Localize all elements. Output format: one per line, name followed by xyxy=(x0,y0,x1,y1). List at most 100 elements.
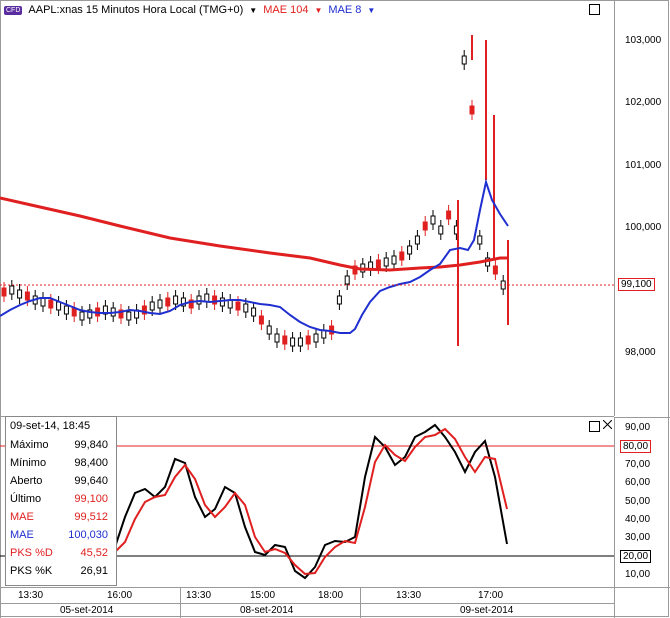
price-tick: 101,000 xyxy=(625,160,662,171)
legend-row-max: Máximo 99,840 xyxy=(10,436,112,454)
pks-d-line xyxy=(114,427,508,576)
cfd-badge: CFD xyxy=(4,5,23,15)
legend-label: PKS %K xyxy=(10,565,53,577)
candle-body xyxy=(352,265,358,275)
axis-corner xyxy=(614,587,670,618)
maximize-icon[interactable] xyxy=(589,4,600,15)
candle-body xyxy=(219,297,225,307)
candle-body xyxy=(243,303,249,313)
candle-body xyxy=(313,333,319,343)
candle-body xyxy=(24,291,30,301)
candle-body xyxy=(422,221,428,231)
osc-maximize-icon[interactable] xyxy=(589,421,600,432)
symbol-dropdown-icon[interactable]: ▼ xyxy=(249,5,258,15)
candle-body xyxy=(391,255,397,265)
legend-row-last: Último 99,100 xyxy=(10,490,112,508)
candle-body xyxy=(344,275,350,285)
candle-body xyxy=(235,301,241,311)
time-tick: 13:30 xyxy=(18,590,44,601)
candle-body xyxy=(461,55,467,65)
candle-body xyxy=(9,285,15,295)
candle-body xyxy=(227,299,233,309)
candle-body xyxy=(165,297,171,307)
candle-body xyxy=(383,257,389,267)
candle-body xyxy=(336,295,342,305)
candle-body xyxy=(430,215,436,225)
legend-value: 100,030 xyxy=(68,529,108,541)
legend-value: 98,400 xyxy=(74,457,108,469)
price-plot xyxy=(0,35,614,352)
mae104-dropdown-icon[interactable]: ▼ xyxy=(314,5,323,15)
mae8-dropdown-icon[interactable]: ▼ xyxy=(367,5,376,15)
time-axis[interactable]: 13:30 16:00 13:30 15:00 18:00 13:30 17:0… xyxy=(0,587,614,618)
legend-row-mae8: MAE 100,030 xyxy=(10,526,112,544)
candle-body xyxy=(438,225,444,235)
indicator-mae104[interactable]: MAE 104 xyxy=(263,4,309,16)
symbol-title[interactable]: AAPL:xnas 15 Minutos Hora Local (TMG+0) xyxy=(28,4,244,16)
candle-body xyxy=(375,259,381,269)
time-tick: 17:00 xyxy=(478,590,504,601)
candle-body xyxy=(63,305,69,315)
candle-body xyxy=(149,301,155,311)
legend-row-pks-k: PKS %K 26,91 xyxy=(10,562,112,580)
candle-body xyxy=(87,309,93,319)
candle-body xyxy=(290,337,296,347)
time-tick: 13:30 xyxy=(186,590,212,601)
candle-body xyxy=(157,299,163,309)
legend-label: Máximo xyxy=(10,439,49,451)
candle-body xyxy=(173,295,179,305)
candle-body xyxy=(446,210,452,220)
mae8-line xyxy=(0,178,509,334)
candle-body xyxy=(118,309,124,319)
candle-body xyxy=(477,235,483,245)
legend-label: MAE xyxy=(10,511,34,523)
legend-value: 99,100 xyxy=(74,493,108,505)
legend-date: 09-set-14, 18:45 xyxy=(10,420,91,432)
legend-row-open: Aberto 99,640 xyxy=(10,472,112,490)
legend-label: Último xyxy=(10,493,42,505)
candle-body xyxy=(48,299,54,309)
legend-value: 99,640 xyxy=(74,475,108,487)
osc-tick: 50,00 xyxy=(625,496,651,507)
chart-header: CFD AAPL:xnas 15 Minutos Hora Local (TMG… xyxy=(4,3,375,17)
legend-label: PKS %D xyxy=(10,547,53,559)
legend-label: Aberto xyxy=(10,475,43,487)
price-tick: 100,000 xyxy=(625,222,662,233)
osc-tick: 30,00 xyxy=(625,532,651,543)
price-panel[interactable]: CFD AAPL:xnas 15 Minutos Hora Local (TMG… xyxy=(0,0,614,417)
price-tick: 102,000 xyxy=(625,97,662,108)
legend-value: 45,52 xyxy=(80,547,108,559)
candle-body xyxy=(399,251,405,261)
osc-tick: 60,00 xyxy=(625,477,651,488)
candle-body xyxy=(469,105,475,115)
candle-body xyxy=(407,245,413,255)
mae104-line xyxy=(0,196,508,272)
candle-body xyxy=(266,325,272,335)
legend-row-min: Mínimo 98,400 xyxy=(10,454,112,472)
candle-body xyxy=(40,297,46,307)
indicator-mae8[interactable]: MAE 8 xyxy=(328,4,362,16)
candle-body xyxy=(126,311,132,321)
osc-tick-80: 80,00 xyxy=(620,440,652,453)
date-label: 09-set-2014 xyxy=(460,605,514,616)
legend-value: 99,512 xyxy=(74,511,108,523)
candle-body xyxy=(492,265,498,275)
osc-tick-20: 20,00 xyxy=(620,550,652,563)
price-axis[interactable]: 103,000 102,000 101,000 100,000 98,000 9… xyxy=(614,0,670,416)
date-separator xyxy=(0,603,614,604)
legend-row-pks-d: PKS %D 45,52 xyxy=(10,544,112,562)
candle-body xyxy=(56,301,62,311)
stochastic-axis[interactable]: 90,00 80,00 70,00 60,00 50,00 40,00 30,0… xyxy=(614,417,670,588)
osc-close-icon[interactable] xyxy=(602,419,613,430)
candle-body xyxy=(1,287,7,297)
last-price-badge: 99,100 xyxy=(618,278,655,291)
candle-body xyxy=(141,305,147,315)
candle-body xyxy=(305,335,311,345)
legend-label: Mínimo xyxy=(10,457,47,469)
candlesticks xyxy=(1,35,509,352)
candle-body xyxy=(329,325,335,335)
price-tick: 103,000 xyxy=(625,35,662,46)
candle-body xyxy=(17,289,23,299)
data-window: 09-set-14, 18:45 Máximo 99,840 Mínimo 98,4… xyxy=(5,416,117,586)
